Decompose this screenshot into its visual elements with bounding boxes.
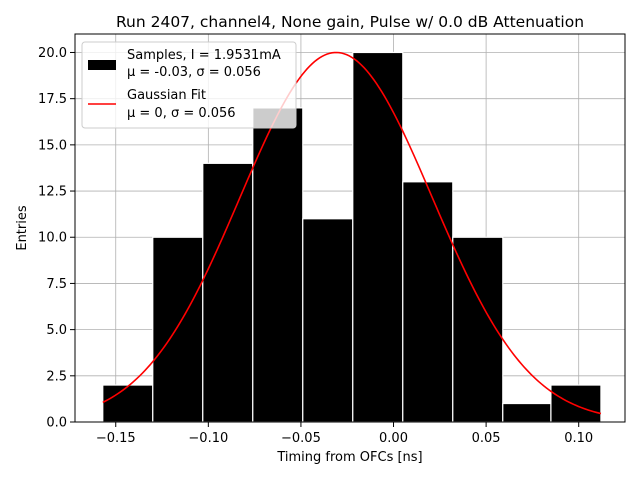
- histogram-bar: [353, 52, 403, 422]
- legend-histogram-label-1: Samples, I = 1.9531mA: [127, 48, 281, 63]
- legend-fit-label-2: μ = 0, σ = 0.056: [127, 106, 236, 121]
- legend-fit-label-1: Gaussian Fit: [127, 88, 206, 103]
- y-tick-label: 20.0: [38, 46, 67, 61]
- y-tick-label: 15.0: [38, 138, 67, 153]
- legend: Samples, I = 1.9531mA μ = -0.03, σ = 0.0…: [82, 42, 296, 128]
- x-tick-label: −0.05: [281, 431, 321, 446]
- x-tick-label: 0.05: [472, 431, 501, 446]
- y-tick-label: 17.5: [38, 92, 67, 107]
- histogram-bar: [253, 108, 303, 422]
- x-axis-title: Timing from OFCs [ns]: [276, 450, 422, 465]
- y-tick-label: 0.0: [46, 416, 67, 431]
- legend-histogram-swatch: [88, 60, 116, 70]
- legend-histogram-label-2: μ = -0.03, σ = 0.056: [127, 65, 261, 80]
- y-tick-label: 10.0: [38, 231, 67, 246]
- histogram-bar: [203, 163, 253, 422]
- x-axis-ticks: −0.15 −0.10 −0.05 0.00 0.05 0.10: [96, 422, 593, 446]
- y-axis-ticks: 0.0 2.5 5.0 7.5 10.0 12.5 15.0 17.5 20.0: [38, 46, 75, 431]
- y-tick-label: 7.5: [46, 277, 67, 292]
- histogram-bar: [103, 385, 153, 422]
- y-tick-label: 12.5: [38, 185, 67, 200]
- y-tick-label: 5.0: [46, 323, 67, 338]
- histogram-bar: [453, 237, 503, 422]
- histogram-bar: [153, 237, 203, 422]
- histogram-bar: [403, 182, 453, 422]
- chart-title: Run 2407, channel4, None gain, Pulse w/ …: [116, 13, 584, 31]
- x-tick-label: 0.10: [564, 431, 593, 446]
- x-tick-label: −0.10: [188, 431, 228, 446]
- x-tick-label: 0.00: [379, 431, 408, 446]
- histogram-bar: [303, 219, 353, 422]
- y-axis-title: Entries: [15, 205, 30, 251]
- x-tick-label: −0.15: [96, 431, 136, 446]
- y-tick-label: 2.5: [46, 369, 67, 384]
- histogram-bar: [503, 404, 551, 422]
- histogram-bar: [551, 385, 601, 422]
